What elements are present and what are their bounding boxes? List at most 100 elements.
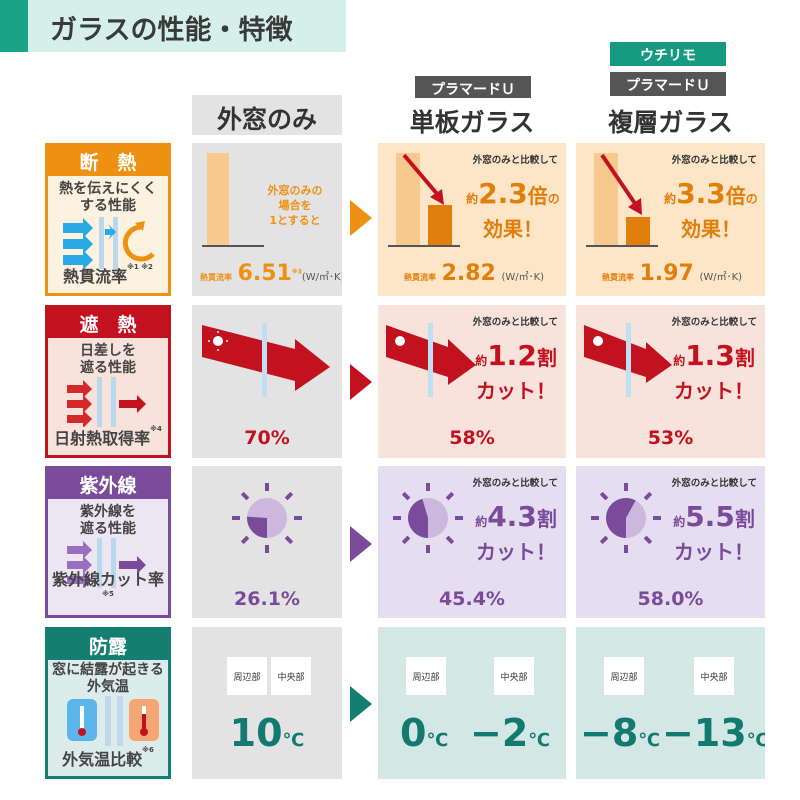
edge-tag: 周辺部 xyxy=(406,657,446,695)
unit: ℃ xyxy=(528,730,551,751)
unit: (W/㎡･K) xyxy=(301,272,342,283)
sun-ray xyxy=(284,535,294,545)
cell-condensation-double: 周辺部 中央部 −8℃ −13℃ xyxy=(576,627,765,779)
row-metric: 日射熱取得率 xyxy=(54,429,151,448)
unit: ℃ xyxy=(426,730,449,751)
row-desc: 日差しを xyxy=(80,343,136,359)
sun-ray xyxy=(240,491,250,501)
footnote: ※5 xyxy=(102,590,114,598)
sun-ray xyxy=(401,535,411,545)
cut-text: カット！ xyxy=(476,379,556,403)
note: 場合を xyxy=(278,199,312,212)
cell-uv-outer: 26.1% xyxy=(192,466,342,618)
value: 1.97 xyxy=(639,261,694,286)
value-label: 熱貫流率 xyxy=(602,273,634,282)
uv-sun-icon xyxy=(232,483,302,553)
row-desc: 遮る性能 xyxy=(80,521,136,537)
edge-temperature: 0 xyxy=(400,711,427,755)
product-badge: プラマードＵ xyxy=(415,76,531,98)
effect: 効果！ xyxy=(681,217,741,241)
row-label-condensation: 防露 窓に結露が起きる 外気温 外気温比較※6 xyxy=(45,627,171,779)
compare-text: 外窓のみと比較して xyxy=(671,155,757,166)
cell-shading-single: 外窓のみと比較して 約1.2割 カット！ 58% xyxy=(378,305,566,458)
value: 2.82 xyxy=(441,261,496,286)
suffix: 割 xyxy=(536,507,557,531)
cell-shading-double: 外窓のみと比較して 約1.3割 カット！ 53% xyxy=(576,305,765,458)
sun-ray xyxy=(599,491,609,501)
particle: の xyxy=(547,192,560,206)
sun-ray xyxy=(445,491,455,501)
effect: 効果！ xyxy=(483,217,543,241)
row-label-shading: 遮 熱 日差しを 遮る性能 日射熱取得率※4 xyxy=(45,305,171,458)
value: 26.1% xyxy=(234,588,300,610)
cell-condensation-outer: 周辺部 中央部 10℃ xyxy=(192,627,342,779)
sun-ray xyxy=(599,535,609,545)
baseline xyxy=(202,245,264,247)
center-tag: 中央部 xyxy=(494,657,534,695)
cell-shading-outer: 70% xyxy=(192,305,342,458)
approx: 約 xyxy=(673,515,686,529)
footnote: ※1 ※2 xyxy=(127,263,153,271)
thermometer-icon xyxy=(67,696,159,746)
compare-text: 外窓のみと比較して xyxy=(671,478,757,489)
cell-condensation-single: 周辺部 中央部 0℃ −2℃ xyxy=(378,627,566,779)
ratio: 1.3 xyxy=(685,339,735,372)
sunlight-block-icon xyxy=(67,377,146,428)
temperature-value: 10 xyxy=(229,711,283,755)
note: 外窓のみの xyxy=(267,184,323,197)
value: 58% xyxy=(449,427,495,449)
row-desc: 外気温 xyxy=(87,679,129,695)
arrow-right-icon xyxy=(350,526,372,562)
suffix: 倍 xyxy=(527,184,548,208)
row-metric: 紫外線カット率 xyxy=(51,570,164,589)
bar xyxy=(428,205,452,245)
page-title: ガラスの性能・特徴 xyxy=(28,0,346,52)
cut-text: カット！ xyxy=(476,540,556,564)
title-accent xyxy=(0,0,28,52)
row-label-insulation: 断 熱 熱を伝えにくく する性能 熱貫流率※1 ※2 xyxy=(45,143,171,296)
row-label-uv: 紫外線 紫外線を 遮る性能 紫外線カット率※5 xyxy=(45,466,171,618)
compare-text: 外窓のみと比較して xyxy=(472,155,558,166)
cell-insulation-outer: 外窓のみの 場合を 1とすると 熱貫流率 6.51※3(W/㎡･K) xyxy=(192,143,342,296)
unit: ℃ xyxy=(638,730,661,751)
sun-ray xyxy=(445,535,455,545)
arrow-right-icon xyxy=(350,686,372,722)
center-temperature: −13 xyxy=(662,711,747,755)
unit: ℃ xyxy=(746,730,765,751)
unit: (W/㎡･K) xyxy=(699,272,743,283)
approx: 約 xyxy=(475,354,488,368)
center-tag: 中央部 xyxy=(694,657,734,695)
arrow-right-icon xyxy=(350,364,372,400)
approx: 約 xyxy=(475,515,488,529)
footnote: ※4 xyxy=(150,425,162,433)
value: 70% xyxy=(244,427,290,449)
uv-cut-sector xyxy=(606,498,636,538)
suffix: 割 xyxy=(734,346,755,370)
column-header-single-glass: 単板ガラス xyxy=(409,108,535,137)
compare-text: 外窓のみと比較して xyxy=(472,478,558,489)
ratio: 1.2 xyxy=(487,339,537,372)
row-title: 遮 熱 xyxy=(48,308,168,338)
value: 6.51 xyxy=(237,261,292,286)
note: 1とすると xyxy=(269,214,321,227)
row-title: 断 熱 xyxy=(48,146,168,176)
edge-tag: 周辺部 xyxy=(604,657,644,695)
cut-text: カット！ xyxy=(674,540,754,564)
unit: ℃ xyxy=(282,730,305,751)
row-metric: 熱貫流率 xyxy=(63,267,128,286)
cell-insulation-single: 外窓のみと比較して 約2.3倍の 効果！ 熱貫流率 2.82 (W/㎡･K) xyxy=(378,143,566,296)
bar xyxy=(626,217,650,245)
footnote: ※6 xyxy=(142,746,154,754)
cut-text: カット！ xyxy=(674,379,754,403)
sunlight-arrow-icon xyxy=(584,323,672,397)
heat-transfer-icon xyxy=(63,217,155,270)
product-badge-uchirimo: ウチリモ xyxy=(610,42,726,66)
value-label: 熱貫流率 xyxy=(404,273,436,282)
bar xyxy=(207,153,229,245)
uv-sun-icon xyxy=(591,483,661,553)
ratio: 3.3 xyxy=(676,177,726,210)
column-header-outer-only: 外窓のみ xyxy=(192,95,342,135)
center-temperature: −2 xyxy=(470,711,529,755)
edge-tag: 周辺部 xyxy=(227,657,267,695)
ratio: 4.3 xyxy=(487,500,537,533)
